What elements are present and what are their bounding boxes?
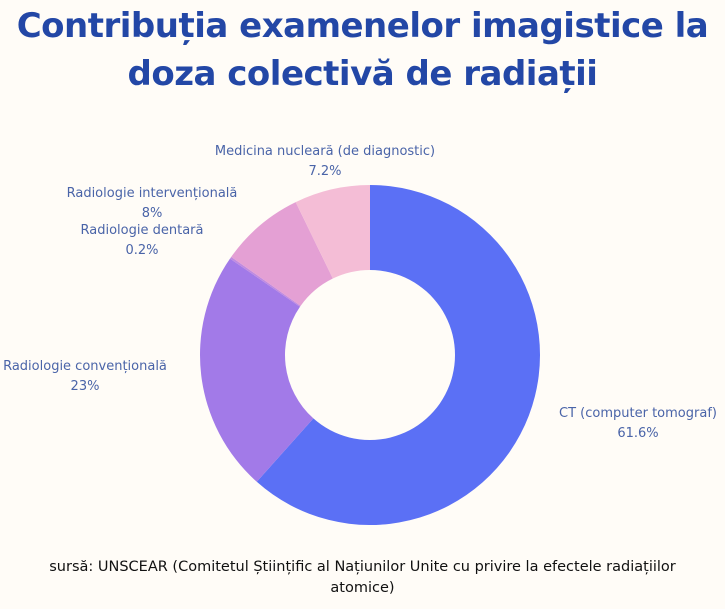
- label-value: 0.2%: [125, 243, 159, 258]
- source-note: sursă: UNSCEAR (Comitetul Științific al …: [49, 559, 676, 596]
- label-name: Radiologie intervențională: [66, 186, 238, 201]
- label-name: Radiologie dentară: [80, 223, 204, 238]
- chart-title: Contribuția examenelor imagistice la doz…: [16, 6, 709, 94]
- label-interventional: Radiologie intervențională 8%: [52, 184, 252, 224]
- label-name: CT (computer tomograf): [559, 406, 717, 421]
- label-name: Radiologie convențională: [3, 359, 167, 374]
- donut-slice-0: [256, 185, 540, 525]
- label-nuclear: Medicina nucleară (de diagnostic) 7.2%: [195, 142, 455, 182]
- label-value: 23%: [70, 379, 100, 394]
- label-value: 61.6%: [617, 426, 659, 441]
- label-value: 7.2%: [308, 164, 342, 179]
- donut-slice-1: [200, 258, 314, 482]
- donut-slice-2: [229, 256, 301, 307]
- donut-slice-3: [231, 202, 333, 306]
- donut-slice-4: [295, 185, 370, 279]
- label-conventional: Radiologie convențională 23%: [0, 357, 180, 397]
- label-ct: CT (computer tomograf) 61.6%: [548, 404, 725, 444]
- label-dental: Radiologie dentară 0.2%: [57, 221, 227, 261]
- label-value: 8%: [141, 206, 163, 221]
- label-name: Medicina nucleară (de diagnostic): [214, 144, 436, 159]
